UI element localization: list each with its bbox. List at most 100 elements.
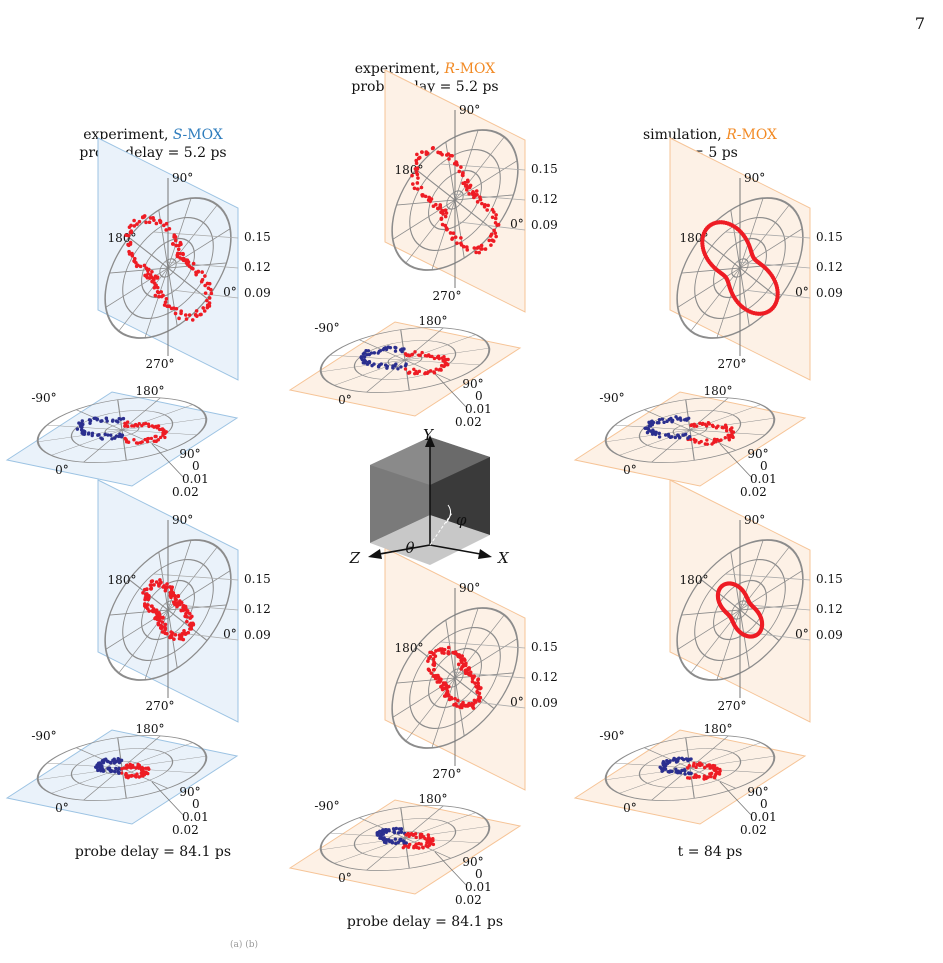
data-point-blue (657, 420, 661, 425)
data-point-red (692, 424, 696, 428)
data-point (143, 597, 147, 602)
data-point-blue (105, 419, 109, 423)
data-point (163, 300, 168, 304)
data-point (414, 161, 419, 166)
radius-label: 0.01 (465, 402, 492, 416)
data-point (203, 283, 207, 288)
data-point-red (715, 770, 720, 775)
data-point-red (446, 357, 450, 362)
data-point (161, 585, 165, 589)
data-point-red (406, 371, 411, 375)
data-point (170, 242, 175, 246)
data-point (128, 242, 133, 246)
data-point-red (694, 765, 698, 770)
data-point (415, 152, 419, 157)
x-axis-arrow (429, 544, 487, 556)
data-point-blue (381, 832, 385, 836)
data-point (472, 246, 477, 250)
data-point-red (124, 773, 128, 777)
data-point (477, 699, 482, 703)
data-point-red (413, 371, 417, 376)
data-point (178, 240, 183, 245)
data-point (176, 247, 181, 252)
polar-spoke (333, 812, 477, 864)
data-point (129, 230, 134, 235)
data-point (157, 294, 161, 299)
data-point (414, 170, 419, 175)
angle-label-90: 90° (747, 785, 768, 799)
data-point (209, 291, 214, 296)
radius-label: 0.09 (244, 286, 271, 300)
data-point (447, 157, 451, 161)
data-point (416, 176, 420, 180)
panel-s-late-vertical: 90° 180° 0° 270° 0.15 0.12 0.09 (97, 479, 271, 723)
data-point (470, 676, 475, 681)
data-point (440, 222, 445, 227)
data-point-blue (657, 435, 662, 439)
data-point-red (708, 772, 712, 776)
data-point (470, 679, 475, 684)
data-point-red (436, 354, 441, 358)
data-point (145, 595, 150, 600)
data-point (184, 611, 188, 616)
data-point-blue (378, 829, 382, 833)
data-point-red (687, 764, 691, 768)
radius-guide (735, 603, 811, 611)
angle-label-90: 90° (172, 513, 193, 527)
data-point (205, 298, 209, 303)
data-point-red (705, 438, 709, 442)
data-point-red (417, 353, 421, 357)
data-point-blue (686, 771, 691, 775)
data-point (766, 309, 771, 314)
data-point (143, 592, 148, 597)
data-point (144, 587, 149, 592)
data-point (438, 206, 443, 210)
radius-label: 0.02 (455, 893, 482, 907)
data-point (490, 215, 495, 220)
data-point-red (688, 437, 693, 442)
cut-off-text: (a) (b) (230, 940, 259, 950)
angle-label-neg90: -90° (599, 391, 624, 405)
panel-r-early-horizontal: -90° 180° 90° 0° 00.010.02 (288, 314, 522, 429)
data-point-red (428, 369, 433, 373)
polar-plane (5, 391, 239, 487)
data-point-blue (372, 351, 377, 355)
data-point (203, 291, 208, 295)
x-axis-label: X (497, 549, 510, 567)
data-point-blue (77, 421, 81, 425)
data-point (158, 615, 163, 620)
data-point-red (698, 761, 702, 765)
data-point-blue (387, 829, 391, 833)
caption-prefix: experiment, (354, 61, 445, 77)
data-point (191, 261, 196, 266)
data-point-blue (106, 766, 110, 771)
theta-label: θ (405, 539, 414, 557)
data-point (151, 276, 156, 281)
radius-label: 0.09 (244, 628, 271, 642)
data-point-blue (81, 422, 85, 427)
data-point (416, 156, 421, 161)
data-point-red (144, 421, 148, 426)
data-point-red (409, 832, 413, 836)
z-arrowhead (368, 549, 382, 559)
data-point (174, 243, 178, 248)
data-point (177, 243, 181, 248)
data-point (477, 250, 482, 255)
data-point (437, 648, 441, 652)
radius-label: 0 (760, 797, 768, 811)
radius-label: 0.01 (182, 472, 209, 486)
caption-mox-name: R-MOX (444, 61, 496, 77)
data-point-blue (680, 768, 684, 773)
data-point-red (712, 439, 717, 443)
angle-label-neg90: -90° (31, 391, 56, 405)
radius-label: 0.02 (740, 823, 767, 837)
angle-label-0: 0° (223, 627, 237, 641)
data-point (157, 584, 161, 588)
data-point-blue (114, 766, 118, 771)
data-point (147, 609, 151, 613)
radius-label: 0.12 (816, 602, 843, 616)
data-point-red (437, 368, 441, 372)
data-point-red (694, 774, 699, 778)
data-point-red (162, 429, 166, 434)
data-point (478, 686, 482, 691)
